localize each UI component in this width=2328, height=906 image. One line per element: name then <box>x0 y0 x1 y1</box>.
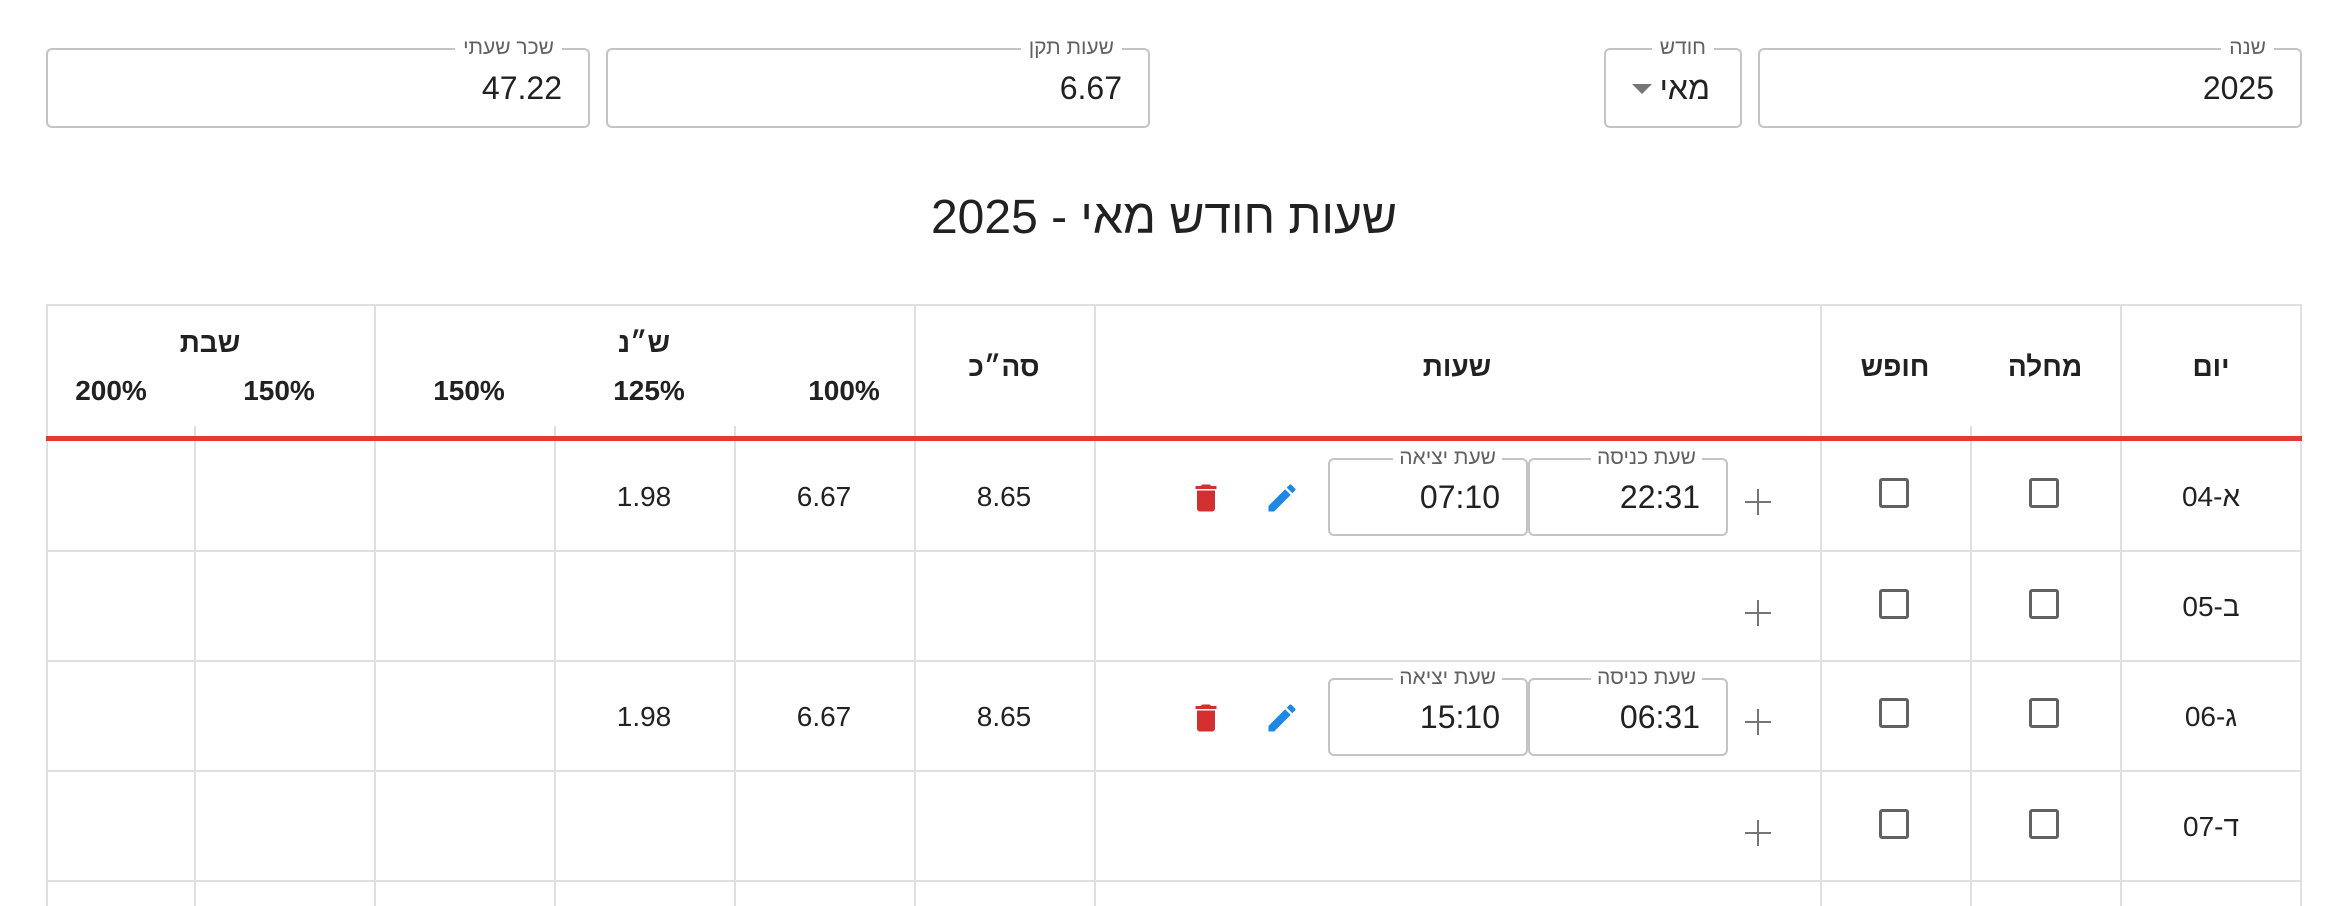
cell-125: 1.98 <box>616 701 672 732</box>
table-border <box>46 304 2302 906</box>
plus-icon[interactable] <box>1745 709 1771 735</box>
hourly-wage-value[interactable]: 47.22 <box>481 70 562 106</box>
cell-100: 6.67 <box>796 481 852 512</box>
entry-time-label: שעת כניסה <box>1590 446 1702 470</box>
row-divider <box>46 880 2302 882</box>
entry-time-value[interactable]: 06:31 <box>1619 699 1700 735</box>
vacation-checkbox[interactable] <box>1879 809 1909 839</box>
page-title: שעות חודש מאי - 2025 <box>930 191 1397 244</box>
row-divider <box>46 770 2302 772</box>
month-value[interactable]: מאי <box>1659 70 1710 106</box>
chevron-down-icon[interactable] <box>1632 84 1652 94</box>
hourly-wage-label: שכר שעתי <box>455 36 562 60</box>
entry-time-value[interactable]: 22:31 <box>1619 479 1700 515</box>
cell-day: ב-05 <box>2182 591 2240 622</box>
hours-table: שבת 200% 150% ש״נ 150% 125% 100% סה״כ שע… <box>46 304 2302 906</box>
col-divider <box>374 304 376 906</box>
year-field[interactable]: שנה 2025 <box>1758 36 2302 128</box>
row-divider <box>46 550 2302 552</box>
sick-checkbox[interactable] <box>2029 589 2059 619</box>
header-100: 100% <box>808 375 880 406</box>
month-label: חודש <box>1651 36 1714 60</box>
col-divider <box>2120 304 2122 906</box>
hourly-wage-field[interactable]: שכר שעתי 47.22 <box>46 36 590 128</box>
standard-hours-value[interactable]: 6.67 <box>1059 70 1122 106</box>
col-divider <box>1820 304 1822 906</box>
entry-time-label: שעת כניסה <box>1590 666 1702 690</box>
cell-day: ג-06 <box>2184 701 2238 732</box>
year-label: שנה <box>2221 36 2274 60</box>
pencil-icon[interactable] <box>1264 480 1300 516</box>
cell-125: 1.98 <box>616 481 672 512</box>
month-select[interactable]: חודש מאי <box>1604 36 1742 128</box>
header-weekday-group: ש״נ <box>617 327 671 358</box>
pencil-icon[interactable] <box>1264 700 1300 736</box>
col-divider <box>1094 304 1096 906</box>
header-shabbat-group: שבת <box>179 327 241 358</box>
cell-total: 8.65 <box>976 701 1032 732</box>
col-divider <box>1970 426 1972 906</box>
cell-100: 6.67 <box>796 701 852 732</box>
cell-day: א-04 <box>2181 481 2241 512</box>
cell-total: 8.65 <box>976 481 1032 512</box>
plus-icon[interactable] <box>1745 820 1771 846</box>
vacation-checkbox[interactable] <box>1879 478 1909 508</box>
exit-time-value[interactable]: 07:10 <box>1419 479 1500 515</box>
header-total: סה״כ <box>968 351 1040 382</box>
header-sick: מחלה <box>2007 351 2083 382</box>
trash-icon[interactable] <box>1188 480 1224 516</box>
header-day: יום <box>2192 351 2230 382</box>
exit-time-label: שעת יציאה <box>1393 446 1502 470</box>
vacation-checkbox[interactable] <box>1879 698 1909 728</box>
standard-hours-label: שעות תקן <box>1020 36 1122 60</box>
header-shabbat-150: 150% <box>243 375 315 406</box>
row-divider <box>46 660 2302 662</box>
exit-time-value[interactable]: 15:10 <box>1419 699 1500 735</box>
exit-time-field[interactable]: שעת יציאה 07:10 <box>1328 446 1528 536</box>
cell-day: ד-07 <box>2183 811 2239 842</box>
col-divider <box>554 426 556 906</box>
standard-hours-field[interactable]: שעות תקן 6.67 <box>606 36 1150 128</box>
header-vacation: חופש <box>1860 351 1930 382</box>
plus-icon[interactable] <box>1745 600 1771 626</box>
exit-time-field[interactable]: שעת יציאה 15:10 <box>1328 666 1528 756</box>
sick-checkbox[interactable] <box>2029 809 2059 839</box>
entry-time-field[interactable]: שעת כניסה 22:31 <box>1528 446 1728 536</box>
header-hours: שעות <box>1422 351 1492 382</box>
trash-icon[interactable] <box>1188 700 1224 736</box>
col-divider <box>194 426 196 906</box>
col-divider <box>914 304 916 906</box>
header-shabbat-200: 200% <box>75 375 147 406</box>
exit-time-label: שעת יציאה <box>1393 666 1502 690</box>
sick-checkbox[interactable] <box>2029 698 2059 728</box>
header-accent-line <box>46 436 2302 441</box>
plus-icon[interactable] <box>1745 489 1771 515</box>
sick-checkbox[interactable] <box>2029 478 2059 508</box>
col-divider <box>734 426 736 906</box>
vacation-checkbox[interactable] <box>1879 589 1909 619</box>
header-weekday-125: 125% <box>613 375 685 406</box>
year-value[interactable]: 2025 <box>2202 70 2274 106</box>
entry-time-field[interactable]: שעת כניסה 06:31 <box>1528 666 1728 756</box>
header-weekday-150: 150% <box>433 375 505 406</box>
